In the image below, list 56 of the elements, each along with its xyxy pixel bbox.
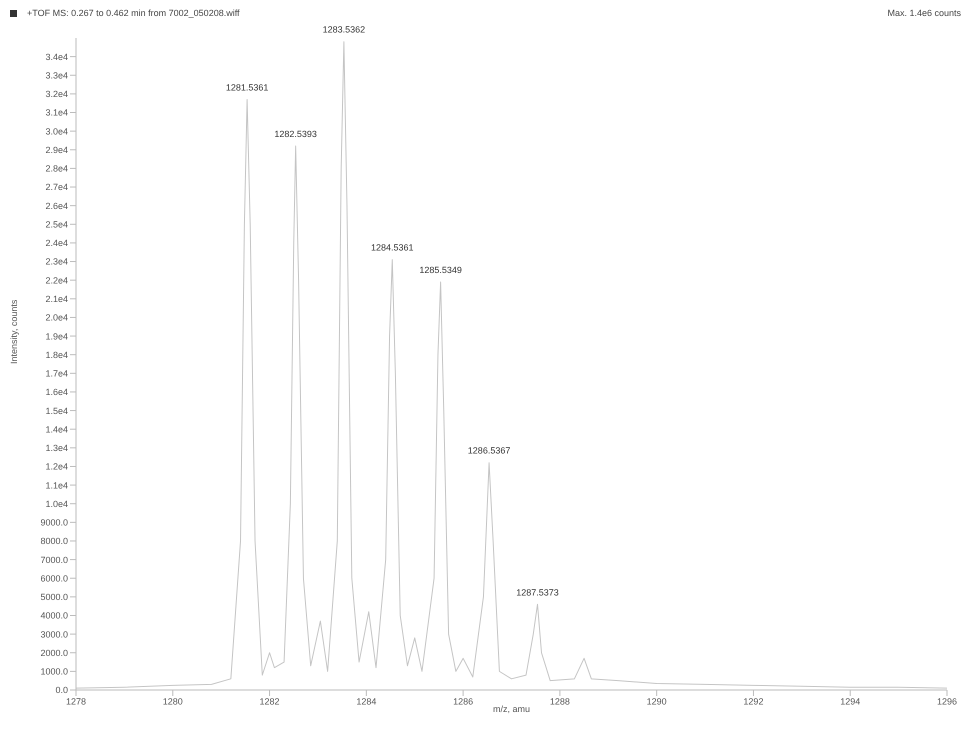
- annotation: 1287.5373: [516, 587, 559, 598]
- y-tick-label: 2.1e4: [45, 294, 68, 304]
- x-tick-label: 1294: [840, 696, 860, 706]
- y-tick-label: 2.2e4: [45, 275, 68, 286]
- y-tick-label: 1.1e4: [45, 480, 68, 490]
- x-tick-label: 1286: [453, 696, 474, 706]
- x-tick-label: 1278: [66, 696, 86, 706]
- y-tick-label: 1.5e4: [45, 406, 68, 416]
- y-tick-label: 1.9e4: [45, 331, 68, 342]
- x-axis-title: m/z, amu: [492, 704, 530, 714]
- y-tick-label: 2.6e4: [45, 200, 68, 211]
- y-tick-label: 5000.0: [40, 592, 68, 602]
- y-tick-label: 1.3e4: [45, 443, 68, 454]
- chart-title: +TOF MS: 0.267 to 0.462 min from 7002_050208.wiff: [27, 8, 240, 18]
- y-tick-label: 1.4e4: [45, 424, 68, 434]
- y-tick-label: 2.8e4: [45, 164, 68, 174]
- y-tick-label: 1.6e4: [45, 387, 68, 398]
- y-tick-label: 2.5e4: [45, 219, 68, 230]
- y-tick-label: 1.8e4: [45, 350, 68, 360]
- x-tick-label: 1292: [743, 696, 764, 706]
- x-tick-label: 1282: [260, 696, 280, 706]
- y-axis-title: Intensity, counts: [9, 299, 20, 364]
- y-tick-label: 3.4e4: [45, 52, 68, 62]
- y-tick-label: 1.2e4: [45, 462, 68, 472]
- y-tick-label: 2000.0: [40, 648, 68, 658]
- annotation: 1286.5367: [468, 446, 510, 456]
- annotation: 1282.5393: [274, 129, 317, 140]
- x-tick-label: 1288: [550, 696, 570, 706]
- x-tick-label: 1284: [356, 696, 376, 706]
- annotation: 1283.5362: [322, 24, 366, 35]
- y-tick-label: 2.4e4: [45, 238, 68, 248]
- y-tick-label: 2.0e4: [45, 312, 68, 323]
- y-tick-label: 1000.0: [40, 666, 68, 677]
- annotation: 1285.5349: [419, 265, 462, 276]
- y-tick-label: 3.2e4: [45, 89, 68, 100]
- y-tick-label: 6000.0: [40, 573, 68, 584]
- y-tick-label: 0.0: [55, 685, 68, 696]
- y-tick-label: 2.9e4: [45, 144, 68, 155]
- y-tick-label: 9000.0: [40, 518, 68, 528]
- y-tick-label: 8000.0: [40, 536, 68, 546]
- annotation: 1281.5361: [226, 82, 268, 92]
- y-tick-label: 2.3e4: [45, 256, 68, 267]
- x-tick-label: 1280: [162, 696, 183, 706]
- y-tick-label: 3000.0: [40, 629, 68, 640]
- y-tick-label: 1.7e4: [45, 368, 68, 379]
- y-tick-label: 3.1e4: [45, 108, 68, 118]
- y-tick-label: 3.3e4: [45, 70, 68, 80]
- y-tick-label: 3.0e4: [45, 126, 68, 136]
- x-tick-label: 1290: [646, 696, 667, 706]
- x-tick-label: 1296: [936, 696, 958, 706]
- y-tick-label: 1.0e4: [45, 498, 68, 509]
- y-tick-label: 4000.0: [40, 610, 68, 621]
- y-tick-label: 2.7e4: [45, 182, 68, 192]
- text: Max. 1.4e6 counts: [887, 8, 961, 18]
- y-tick-label: 7000.0: [40, 554, 68, 565]
- annotation: 1284.5361: [371, 242, 414, 253]
